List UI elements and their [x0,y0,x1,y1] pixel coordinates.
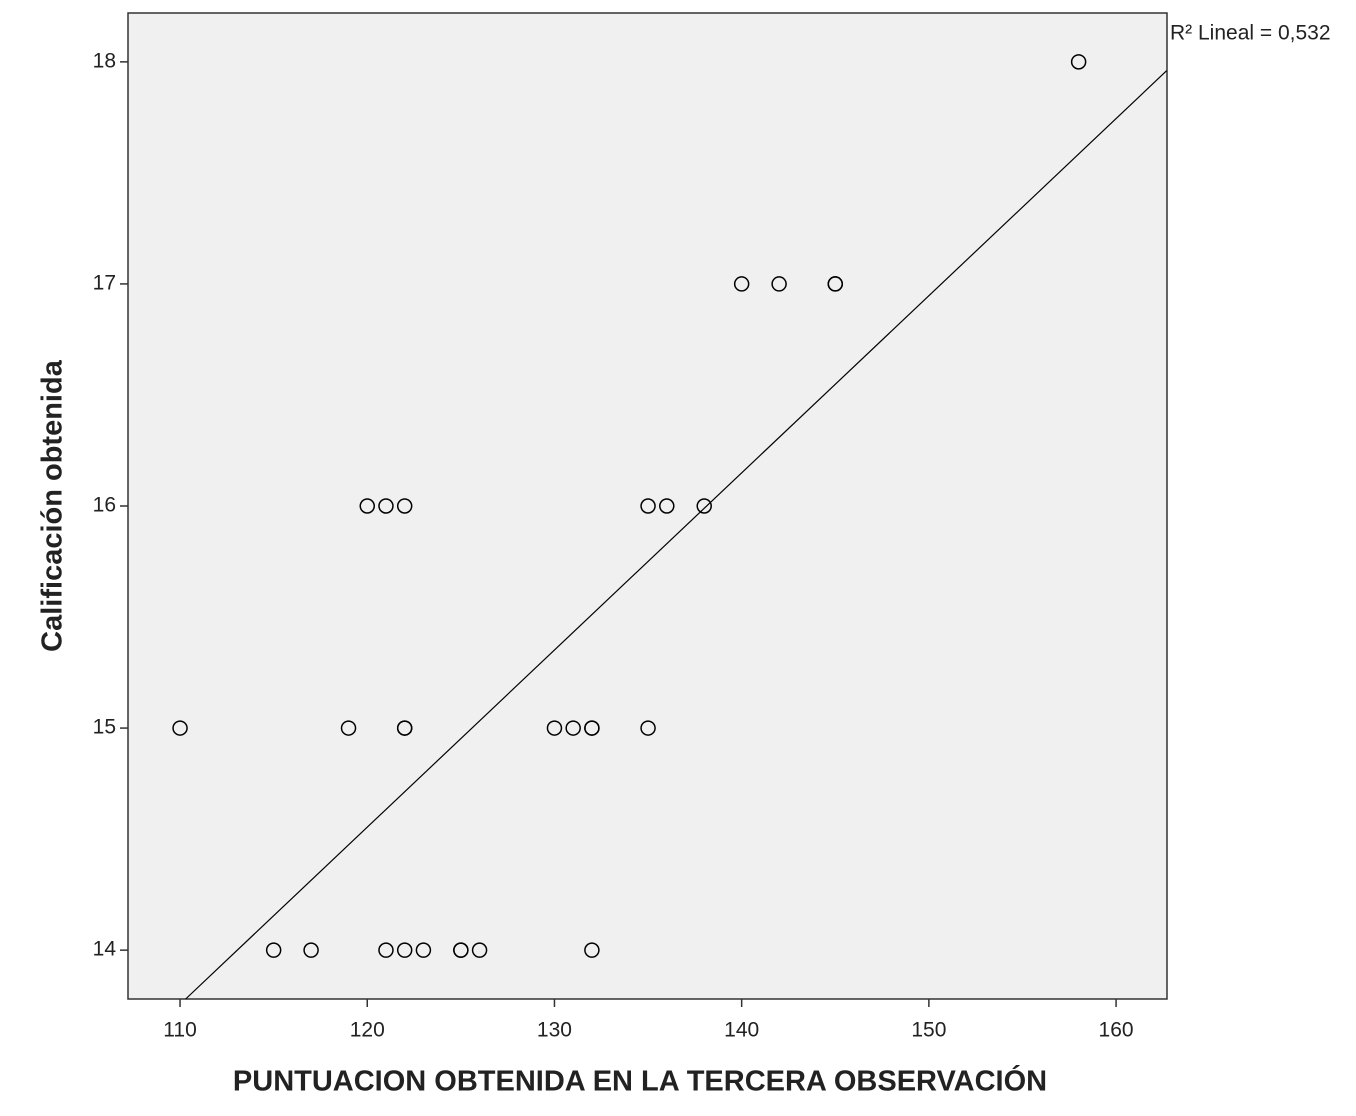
point [565,720,581,736]
point [640,720,656,736]
point [659,498,675,514]
y-tick-label: 16 [93,494,116,517]
y-tick-label: 18 [93,49,116,72]
point [733,276,750,292]
annotation: R² Lineal = 0,532 [1170,22,1331,45]
x-axis-title: PUNTUACION OBTENIDA EN LA TERCERA OBSERV… [233,1064,1047,1098]
x-tick-label: 110 [163,1019,196,1042]
point [172,720,188,736]
point [359,498,376,514]
point [453,942,469,958]
point [303,942,319,958]
point [471,942,488,958]
point [640,498,656,514]
point [396,720,413,736]
point [378,942,394,958]
point [584,942,600,958]
point [546,720,563,736]
point [340,720,357,736]
y-axis-title: Calificación obtenida [37,359,69,652]
x-tick-label: 150 [911,1019,946,1042]
point [415,942,432,958]
point [771,276,787,292]
point [396,498,413,514]
point [1070,54,1087,70]
point [827,276,844,292]
x-tick-label: 130 [537,1019,572,1042]
point [396,942,413,958]
y-tick-label: 17 [93,271,116,294]
x-tick-label: 140 [724,1019,759,1042]
point [378,498,394,514]
plot-area [127,12,1168,1000]
x-tick-label: 120 [350,1019,385,1042]
y-tick-label: 14 [93,938,117,961]
point [696,498,712,514]
fit-line [185,70,1168,1000]
point [265,942,282,958]
x-tick-label: 160 [1099,1019,1134,1042]
point [584,720,600,736]
y-tick-label: 15 [93,716,116,739]
